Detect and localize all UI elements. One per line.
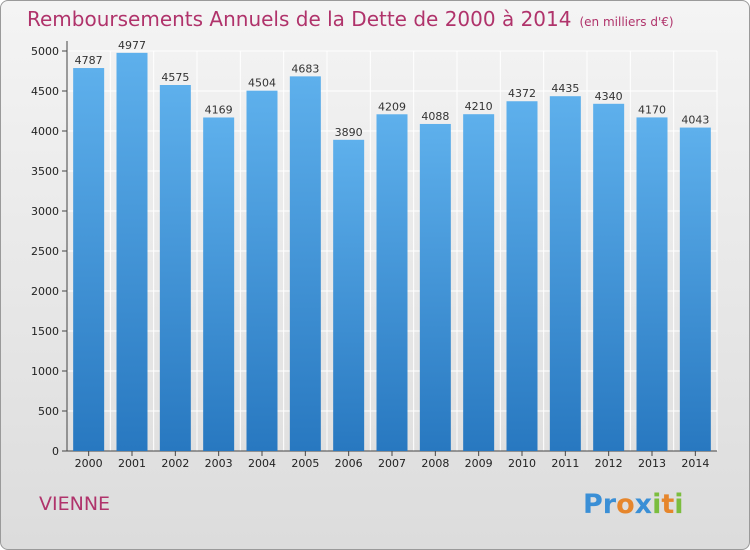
x-tick-label: 2009 (465, 457, 493, 470)
x-tick-label: 2000 (75, 457, 103, 470)
bar (636, 117, 668, 452)
bar (73, 68, 105, 451)
x-tick-label: 2006 (335, 457, 363, 470)
chart-title-text: Remboursements Annuels de la Dette de 20… (27, 7, 572, 31)
logo-part: t (661, 489, 675, 520)
bar-value-label: 4575 (161, 71, 189, 84)
bar-value-label: 4683 (291, 62, 319, 75)
y-tick-label: 0 (52, 445, 59, 458)
logo-part: o (616, 489, 635, 520)
bar (159, 85, 191, 451)
bar-value-label: 4210 (465, 100, 493, 113)
logo-part: i (674, 489, 684, 520)
bar-value-label: 4504 (248, 77, 276, 90)
logo-part: i (652, 489, 662, 520)
y-tick-label: 5000 (31, 45, 59, 58)
y-tick-label: 1500 (31, 325, 59, 338)
y-tick-label: 4500 (31, 85, 59, 98)
bar-value-label: 4787 (75, 54, 103, 67)
x-tick-label: 2001 (118, 457, 146, 470)
chart-subtitle: (en milliers d'€) (579, 15, 674, 29)
x-tick-label: 2013 (638, 457, 666, 470)
bar (116, 52, 148, 452)
bar (419, 123, 451, 452)
bar (506, 101, 538, 452)
x-tick-label: 2014 (681, 457, 709, 470)
y-tick-label: 4000 (31, 125, 59, 138)
bar-value-label: 4170 (638, 103, 666, 116)
chart-title: Remboursements Annuels de la Dette de 20… (27, 7, 674, 31)
logo-part: x (634, 489, 653, 520)
bar-value-label: 4209 (378, 100, 406, 113)
bar-value-label: 4340 (595, 90, 623, 103)
y-tick-label: 1000 (31, 365, 59, 378)
bar-value-label: 4977 (118, 39, 146, 52)
bar-value-label: 4435 (551, 82, 579, 95)
bar (203, 117, 235, 451)
x-tick-label: 2003 (205, 457, 233, 470)
bar (289, 76, 321, 452)
y-tick-label: 3500 (31, 165, 59, 178)
bar (463, 114, 495, 451)
labels: 0 500 1000 1500 2000 2500 3000 3500 4000 4500 5000… (31, 39, 709, 470)
bar-value-label: 4169 (205, 103, 233, 116)
bar (593, 103, 625, 452)
x-tick-label: 2012 (595, 457, 623, 470)
bar (376, 114, 408, 451)
x-tick-label: 2011 (551, 457, 579, 470)
proxiti-logo[interactable]: Proxiti (583, 489, 684, 520)
bar (246, 90, 278, 452)
region-name: VIENNE (39, 493, 111, 515)
bar-value-label: 3890 (335, 126, 363, 139)
x-tick-label: 2008 (421, 457, 449, 470)
y-tick-label: 500 (38, 405, 59, 418)
x-tick-label: 2004 (248, 457, 276, 470)
bars (73, 52, 711, 452)
bar (549, 96, 581, 451)
y-tick-label: 2500 (31, 245, 59, 258)
y-tick-label: 2000 (31, 285, 59, 298)
y-tick-label: 3000 (31, 205, 59, 218)
bar-value-label: 4088 (421, 110, 449, 123)
x-tick-label: 2005 (291, 457, 319, 470)
logo-part: Pr (583, 489, 617, 520)
bar (679, 127, 711, 451)
bar-value-label: 4043 (681, 114, 709, 127)
bar (333, 139, 365, 452)
x-tick-label: 2007 (378, 457, 406, 470)
x-tick-label: 2010 (508, 457, 536, 470)
bar-value-label: 4372 (508, 87, 536, 100)
x-tick-label: 2002 (161, 457, 189, 470)
